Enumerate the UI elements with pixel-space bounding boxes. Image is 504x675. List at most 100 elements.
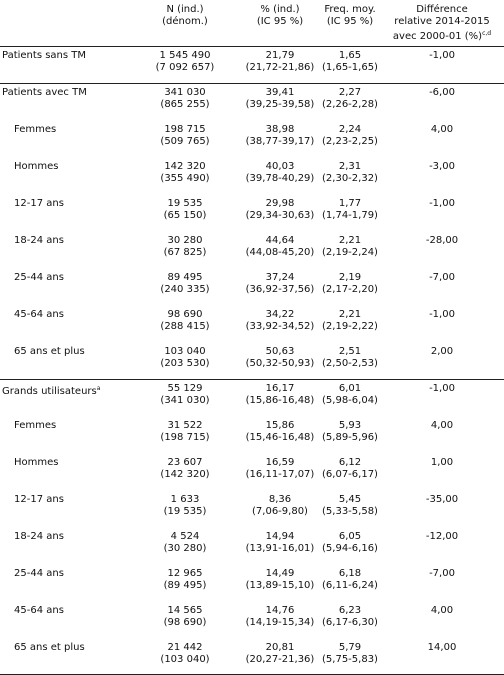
cell-line: (19 535) — [130, 506, 240, 518]
cell-text: (240 335) — [160, 284, 210, 295]
cell: 40,03 (39,78-40,29) — [240, 161, 320, 185]
cell-line: 6,12 — [320, 457, 380, 469]
cell-text: (1,65-1,65) — [322, 62, 378, 73]
cell-text: 6,01 — [338, 383, 362, 394]
cell-text: 50,63 — [265, 346, 295, 357]
cell-text: (5,33-5,58) — [322, 506, 378, 517]
cell: 15,86 (15,46-16,48) — [240, 420, 320, 444]
cell-line: 2,21 — [320, 309, 380, 321]
cell-line: (5,75-5,83) — [320, 654, 380, 666]
cell-text: 6,18 — [338, 568, 362, 579]
cell-text: (6,17-6,30) — [322, 617, 378, 628]
sub-row: 45-64 ans 14 565 (98 690) 14,76 (14,19-15,34… — [0, 601, 504, 638]
cell-line: (15,86-16,48) — [240, 395, 320, 407]
cell-text: 2,31 — [338, 161, 362, 172]
cell: 89 495 (240 335) — [130, 272, 240, 296]
cell: 44,64 (44,08-45,20) — [240, 235, 320, 259]
cell-text: (5,89-5,96) — [322, 432, 378, 443]
sub-row: 45-64 ans 98 690 (288 415) 34,22 (33,92-34,5… — [0, 305, 504, 342]
cell-text: -1,00 — [429, 50, 455, 61]
cell-text: 98 690 — [167, 309, 203, 320]
sub-row: 12-17 ans 19 535 (65 150) 29,98 (29,34-30,63… — [0, 194, 504, 231]
cell-text: 2,21 — [338, 309, 362, 320]
cell-line: (7,06-9,80) — [240, 506, 320, 518]
cell-text: 29,98 — [265, 198, 295, 209]
cell-text: 14,76 — [265, 605, 295, 616]
cell: 14,49 (13,89-15,10) — [240, 568, 320, 592]
cell-text: (20,27-21,36) — [245, 654, 315, 665]
cell-line: (240 335) — [130, 284, 240, 296]
cell-text: (67 825) — [163, 247, 207, 258]
label-text: Femmes — [14, 124, 57, 135]
cell: 14,00 — [380, 642, 504, 654]
cell: 2,21 (2,19-2,24) — [320, 235, 380, 259]
sub-row: 25-44 ans 12 965 (89 495) 14,49 (13,89-15,10… — [0, 564, 504, 601]
cell-text: 38,98 — [265, 124, 295, 135]
cell-line: (2,50-2,53) — [320, 358, 380, 370]
cell-line: (341 030) — [130, 395, 240, 407]
cell: 14,76 (14,19-15,34) — [240, 605, 320, 629]
cell: 98 690 (288 415) — [130, 309, 240, 333]
cell-line: (203 530) — [130, 358, 240, 370]
cell-line: 2,21 — [320, 235, 380, 247]
cell-text: (288 415) — [160, 321, 210, 332]
cell-line: 12 965 — [130, 568, 240, 580]
cell: 20,81 (20,27-21,36) — [240, 642, 320, 666]
cell-text: 2,51 — [338, 346, 362, 357]
cell: 2,51 (2,50-2,53) — [320, 346, 380, 370]
cell: 16,17 (15,86-16,48) — [240, 383, 320, 407]
cell-text: (2,23-2,25) — [322, 136, 378, 147]
cell-line: (39,78-40,29) — [240, 173, 320, 185]
cell-text: (203 530) — [160, 358, 210, 369]
cell-text: 1 545 490 — [159, 50, 211, 61]
cell-line: (509 765) — [130, 136, 240, 148]
cell-text: (29,34-30,63) — [245, 210, 315, 221]
cell: 14,94 (13,91-16,01) — [240, 531, 320, 555]
cell-line: 8,36 — [240, 494, 320, 506]
cell-text: -28,00 — [425, 235, 459, 246]
cell: 4,00 — [380, 605, 504, 617]
cell: 1,77 (1,74-1,79) — [320, 198, 380, 222]
cell-text: 15,86 — [265, 420, 295, 431]
cell: -3,00 — [380, 161, 504, 173]
cell: 50,63 (50,32-50,93) — [240, 346, 320, 370]
cell-text: -7,00 — [429, 568, 455, 579]
row-label: 45-64 ans — [14, 309, 64, 321]
cell-text: 5,93 — [338, 420, 362, 431]
cell-line: 23 607 — [130, 457, 240, 469]
cell-line: 5,79 — [320, 642, 380, 654]
cell-text: 34,22 — [265, 309, 295, 320]
sub-row: 18-24 ans 30 280 (67 825) 44,64 (44,08-45,20… — [0, 231, 504, 268]
cell-text: (509 765) — [160, 136, 210, 147]
cell-line: (16,11-17,07) — [240, 469, 320, 481]
cell-text: -7,00 — [429, 272, 455, 283]
cell-line: 37,24 — [240, 272, 320, 284]
row-label: 18-24 ans — [14, 235, 64, 247]
cell-line: 14,76 — [240, 605, 320, 617]
cell-text: (39,25-39,58) — [245, 99, 315, 110]
cell-text: (2,30-2,32) — [322, 173, 378, 184]
cell-text: (7,06-9,80) — [252, 506, 308, 517]
cell-line: 16,17 — [240, 383, 320, 395]
cell-text: (21,72-21,86) — [245, 62, 315, 73]
cell: 34,22 (33,92-34,52) — [240, 309, 320, 333]
cell: 21,79 (21,72-21,86) — [240, 50, 320, 74]
cell-text: 14,00 — [427, 642, 457, 653]
label-text: Hommes — [14, 457, 59, 468]
cell: -1,00 — [380, 198, 504, 210]
cell-text: -35,00 — [425, 494, 459, 505]
cell-line: (142 320) — [130, 469, 240, 481]
header-text: relative 2014-2015 — [394, 16, 490, 27]
cell: 2,19 (2,17-2,20) — [320, 272, 380, 296]
cell: 14 565 (98 690) — [130, 605, 240, 629]
cell: -1,00 — [380, 383, 504, 395]
cell-text: 19 535 — [167, 198, 203, 209]
cell-text: 142 320 — [164, 161, 206, 172]
cell-line: (65 150) — [130, 210, 240, 222]
cell: -7,00 — [380, 272, 504, 284]
cell-line: (198 715) — [130, 432, 240, 444]
cell-text: 5,79 — [338, 642, 362, 653]
cell: 1 545 490 (7 092 657) — [130, 50, 240, 74]
cell-line: (103 040) — [130, 654, 240, 666]
